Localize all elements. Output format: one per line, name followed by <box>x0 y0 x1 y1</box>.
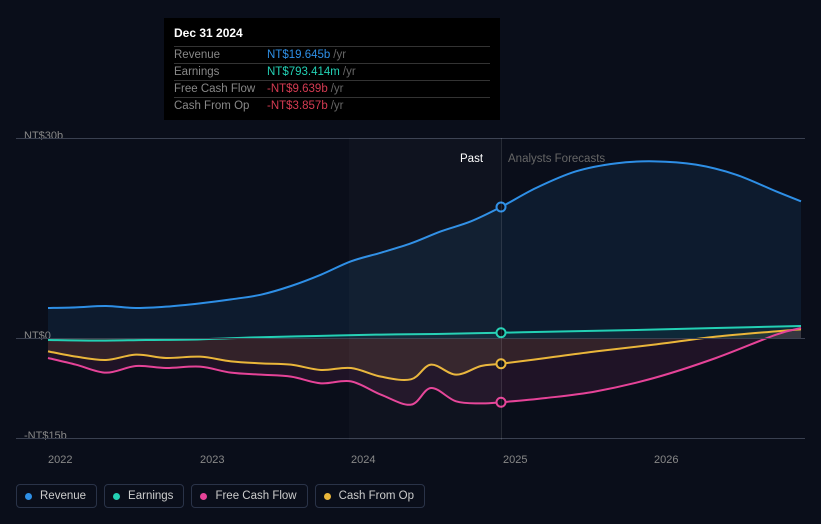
x-axis-label: 2026 <box>654 454 678 466</box>
tooltip-row-label: Revenue <box>174 49 267 61</box>
past-shaded-region <box>349 138 501 440</box>
y-axis-label: NT$30b <box>24 130 63 142</box>
tooltip-date: Dec 31 2024 <box>174 26 490 46</box>
legend-dot-icon <box>25 493 32 500</box>
legend-label: Earnings <box>128 490 173 502</box>
tooltip-row-value: -NT$3.857b <box>267 100 328 112</box>
tooltip-row-value: -NT$9.639b <box>267 83 328 95</box>
tooltip-row-label: Cash From Op <box>174 100 267 112</box>
tooltip-row: RevenueNT$19.645b/yr <box>174 46 490 63</box>
y-axis-label: NT$0 <box>24 330 51 342</box>
legend-label: Revenue <box>40 490 86 502</box>
tooltip-row-value: NT$793.414m <box>267 66 340 78</box>
x-axis-label: 2024 <box>351 454 375 466</box>
legend-item-cash-from-op[interactable]: Cash From Op <box>315 484 425 508</box>
tooltip-row-unit: /yr <box>333 49 346 61</box>
legend-item-free-cash-flow[interactable]: Free Cash Flow <box>191 484 307 508</box>
tooltip-row-label: Free Cash Flow <box>174 83 267 95</box>
x-axis-label: 2025 <box>503 454 527 466</box>
legend-item-revenue[interactable]: Revenue <box>16 484 97 508</box>
legend: Revenue Earnings Free Cash Flow Cash From O… <box>16 484 425 508</box>
tooltip-row-unit: /yr <box>343 66 356 78</box>
y-axis-label: -NT$15b <box>24 430 67 442</box>
legend-label: Free Cash Flow <box>215 490 296 502</box>
x-axis-label: 2022 <box>48 454 72 466</box>
chart-area: NT$30bNT$0-NT$15b 20222023202420252026 P… <box>16 120 805 440</box>
tooltip-row: Cash From Op-NT$3.857b/yr <box>174 97 490 114</box>
tooltip-row-unit: /yr <box>331 100 344 112</box>
legend-item-earnings[interactable]: Earnings <box>104 484 184 508</box>
x-axis-label: 2023 <box>200 454 224 466</box>
current-date-line <box>501 138 502 440</box>
legend-dot-icon <box>200 493 207 500</box>
tooltip-panel: Dec 31 2024 RevenueNT$19.645b/yrEarnings… <box>164 18 500 120</box>
tooltip-row-unit: /yr <box>331 83 344 95</box>
tooltip-row-label: Earnings <box>174 66 267 78</box>
tooltip-row: Free Cash Flow-NT$9.639b/yr <box>174 80 490 97</box>
tooltip-row: EarningsNT$793.414m/yr <box>174 63 490 80</box>
legend-dot-icon <box>113 493 120 500</box>
forecast-label: Analysts Forecasts <box>508 153 605 165</box>
tooltip-row-value: NT$19.645b <box>267 49 330 61</box>
legend-dot-icon <box>324 493 331 500</box>
past-label: Past <box>460 153 483 165</box>
legend-label: Cash From Op <box>339 490 414 502</box>
